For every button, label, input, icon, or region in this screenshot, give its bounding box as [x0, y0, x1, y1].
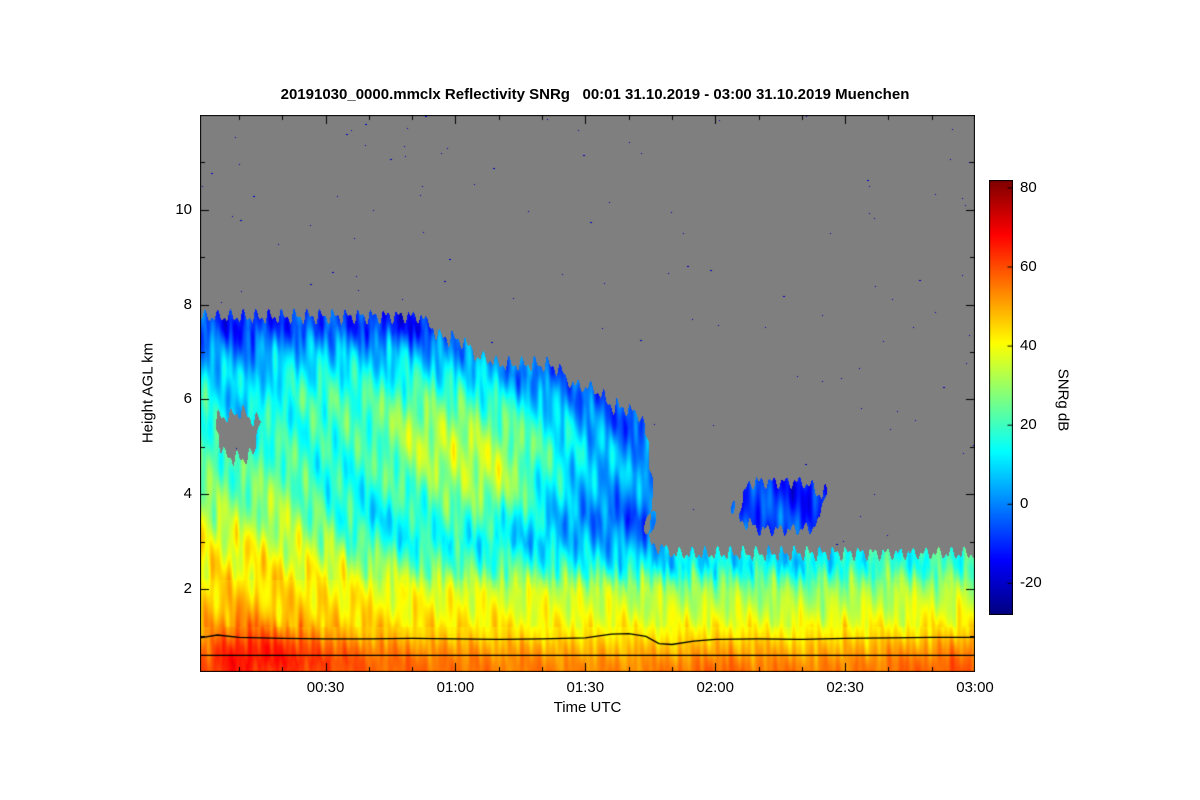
y-tick-label: 2	[183, 580, 192, 598]
heatmap-canvas	[200, 115, 975, 672]
colorbar-tick-label: 40	[1020, 337, 1037, 355]
x-tick-label: 00:30	[306, 679, 345, 696]
colorbar-label: SNRg dB	[1054, 368, 1072, 432]
colorbar-tick-label: 60	[1020, 258, 1037, 275]
colorbar-tick-label: 20	[1020, 416, 1037, 434]
chart-title: 20191030_0000.mmclx Reflectivity SNRg 00…	[280, 86, 910, 103]
y-tick-label: 4	[183, 485, 192, 503]
x-tick-label: 03:00	[956, 679, 994, 696]
x-tick-label: 02:30	[826, 679, 864, 696]
colorbar-tick-label: -20	[1020, 574, 1042, 592]
y-tick-label: 8	[183, 295, 192, 313]
y-tick-label: 6	[183, 390, 192, 408]
x-tick-label: 02:00	[696, 679, 734, 696]
y-tick-label: 10	[175, 200, 192, 218]
x-tick-label: 01:00	[436, 679, 475, 696]
x-tick-label: 01:30	[566, 679, 605, 696]
colorbar-tick-label: 0	[1020, 495, 1029, 513]
x-axis-label: Time UTC	[553, 699, 622, 716]
colorbar-tick-label: 80	[1020, 178, 1037, 196]
colorbar-canvas	[989, 180, 1013, 615]
